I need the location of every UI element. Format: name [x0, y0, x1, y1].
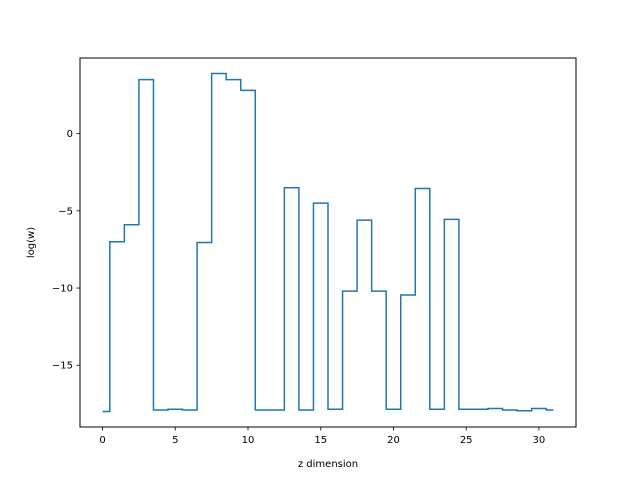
- axes-frame: [79, 57, 577, 428]
- plot-area: [102, 72, 554, 413]
- y-tick-label: −5: [58, 206, 73, 217]
- y-tick-label: 0: [67, 129, 73, 140]
- x-tick-label: 15: [314, 435, 327, 446]
- y-tick-label: −10: [52, 284, 73, 295]
- y-tick-label: −15: [52, 361, 73, 372]
- series-line-0: [102, 72, 554, 413]
- y-axis-label: log(w): [26, 227, 37, 258]
- x-tick-label: 20: [387, 435, 400, 446]
- x-tick-label: 0: [99, 435, 105, 446]
- x-axis-label: z dimension: [298, 459, 358, 470]
- x-tick-label: 5: [172, 435, 178, 446]
- x-tick-label: 25: [460, 435, 473, 446]
- ticks: 0 5 10 15 20 25 30 −15 −10 −5 0: [52, 129, 545, 446]
- x-tick-label: 10: [242, 435, 255, 446]
- x-tick-label: 30: [533, 435, 546, 446]
